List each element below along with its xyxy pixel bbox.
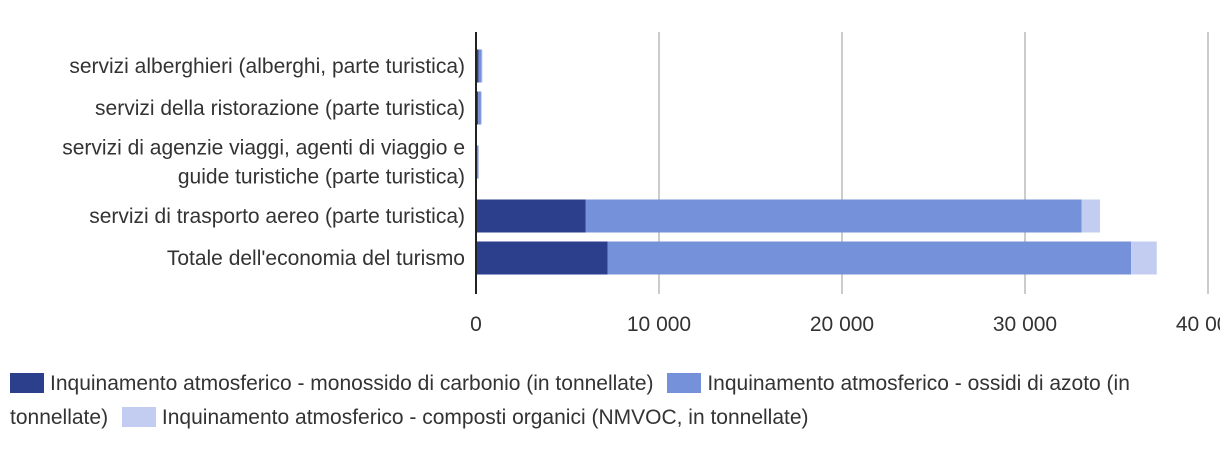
category-label: servizi di trasporto aereo (parte turist… [89,205,465,228]
bar-segment-s2-c3 [1081,199,1101,233]
category-label: servizi della ristorazione (parte turist… [95,97,465,120]
legend-label-nox: Inquinamento atmosferico - ossidi di azo… [10,372,1130,429]
legend-swatch-nox [667,373,702,393]
legend-item-nmvoc: Inquinamento atmosferico - composti orga… [121,406,809,429]
bar-segment-s1-c1 [478,91,481,125]
category-label: servizi di agenzie viaggi, agenti di via… [62,137,465,160]
bar-segment-s2-c0 [481,49,483,83]
bar-segment-s2-c2 [478,145,479,179]
bars [476,49,1157,275]
bar-segment-s0-c0 [476,49,479,83]
x-tick-label: 10 000 [627,313,691,336]
bar-segment-s0-c4 [476,241,608,275]
bar-segment-s1-c0 [478,49,482,83]
x-tick-label: 40 000 [1176,313,1220,336]
legend-swatch-co [10,373,44,393]
x-tick-label: 20 000 [810,313,874,336]
legend-label-nmvoc: Inquinamento atmosferico - composti orga… [161,406,809,429]
x-tick-label: 0 [470,313,482,336]
bar-segment-s0-c1 [476,91,479,125]
bar-segment-s1-c3 [585,199,1082,233]
legend-item-co: Inquinamento atmosferico - monossido di … [10,372,654,395]
legend-label-co: Inquinamento atmosferico - monossido di … [50,372,654,395]
category-labels: servizi alberghieri (alberghi, parte tur… [62,55,465,270]
bar-segment-s2-c1 [480,91,482,125]
category-label: Totale dell'economia del turismo [167,247,465,270]
x-tick-label: 30 000 [993,313,1057,336]
bar-segment-s1-c4 [607,241,1132,275]
chart: servizi alberghieri (alberghi, parte tur… [62,32,1220,336]
bar-segment-s1-c2 [476,145,479,179]
legend-item-nox: Inquinamento atmosferico - ossidi di azo… [10,372,1130,429]
category-label: guide turistiche (parte turistica) [178,166,465,189]
legend: Inquinamento atmosferico - monossido di … [10,367,1210,435]
category-label: servizi alberghieri (alberghi, parte tur… [69,55,465,78]
x-tick-labels: 0 10 000 20 000 30 000 40 000 [470,313,1220,336]
bar-segment-s0-c3 [476,199,586,233]
legend-swatch-nmvoc [121,407,156,427]
bar-segment-s2-c4 [1131,241,1157,275]
